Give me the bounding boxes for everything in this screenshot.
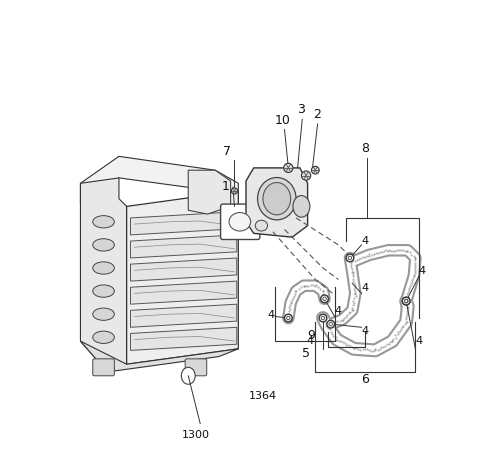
Text: 9: 9	[308, 329, 315, 342]
Text: 4: 4	[306, 335, 313, 345]
Text: 4: 4	[416, 335, 423, 345]
Text: 4: 4	[362, 235, 369, 245]
Ellipse shape	[263, 183, 291, 216]
Text: 10: 10	[274, 114, 290, 127]
FancyBboxPatch shape	[93, 359, 114, 376]
Text: 4: 4	[419, 266, 426, 276]
Text: 4: 4	[335, 306, 342, 316]
Circle shape	[285, 315, 292, 322]
Circle shape	[327, 321, 335, 328]
Text: 4: 4	[362, 283, 369, 293]
Circle shape	[312, 167, 319, 175]
Polygon shape	[81, 341, 238, 372]
Polygon shape	[131, 258, 237, 281]
Ellipse shape	[255, 221, 267, 231]
Polygon shape	[131, 212, 237, 236]
Text: 7: 7	[223, 144, 231, 158]
Ellipse shape	[93, 239, 114, 251]
Ellipse shape	[229, 213, 251, 231]
Text: 3: 3	[297, 103, 305, 116]
Text: 1: 1	[221, 180, 229, 193]
Text: 2: 2	[313, 108, 321, 121]
Polygon shape	[131, 327, 237, 351]
Polygon shape	[188, 171, 230, 215]
Polygon shape	[127, 191, 238, 365]
Polygon shape	[81, 157, 238, 205]
Text: 1364: 1364	[249, 390, 277, 400]
Text: 5: 5	[302, 347, 310, 359]
Circle shape	[402, 298, 410, 305]
Polygon shape	[246, 169, 308, 238]
Ellipse shape	[93, 262, 114, 275]
Text: 6: 6	[361, 372, 369, 385]
FancyBboxPatch shape	[185, 359, 207, 376]
Ellipse shape	[181, 367, 195, 385]
Ellipse shape	[93, 331, 114, 344]
Circle shape	[346, 255, 354, 262]
Text: 4: 4	[267, 309, 274, 319]
Circle shape	[319, 315, 327, 322]
Polygon shape	[81, 178, 127, 372]
Ellipse shape	[93, 285, 114, 298]
Circle shape	[402, 298, 410, 305]
Circle shape	[231, 188, 238, 195]
Text: 4: 4	[362, 325, 369, 335]
Ellipse shape	[258, 178, 296, 220]
Polygon shape	[131, 305, 237, 327]
Ellipse shape	[93, 308, 114, 321]
Text: 8: 8	[361, 141, 369, 154]
Polygon shape	[131, 236, 237, 258]
Text: 1300: 1300	[182, 429, 210, 438]
Circle shape	[301, 172, 311, 181]
Circle shape	[321, 295, 328, 303]
Ellipse shape	[93, 216, 114, 228]
FancyBboxPatch shape	[221, 205, 260, 240]
Polygon shape	[131, 281, 237, 305]
Ellipse shape	[293, 196, 310, 218]
Circle shape	[284, 164, 293, 173]
